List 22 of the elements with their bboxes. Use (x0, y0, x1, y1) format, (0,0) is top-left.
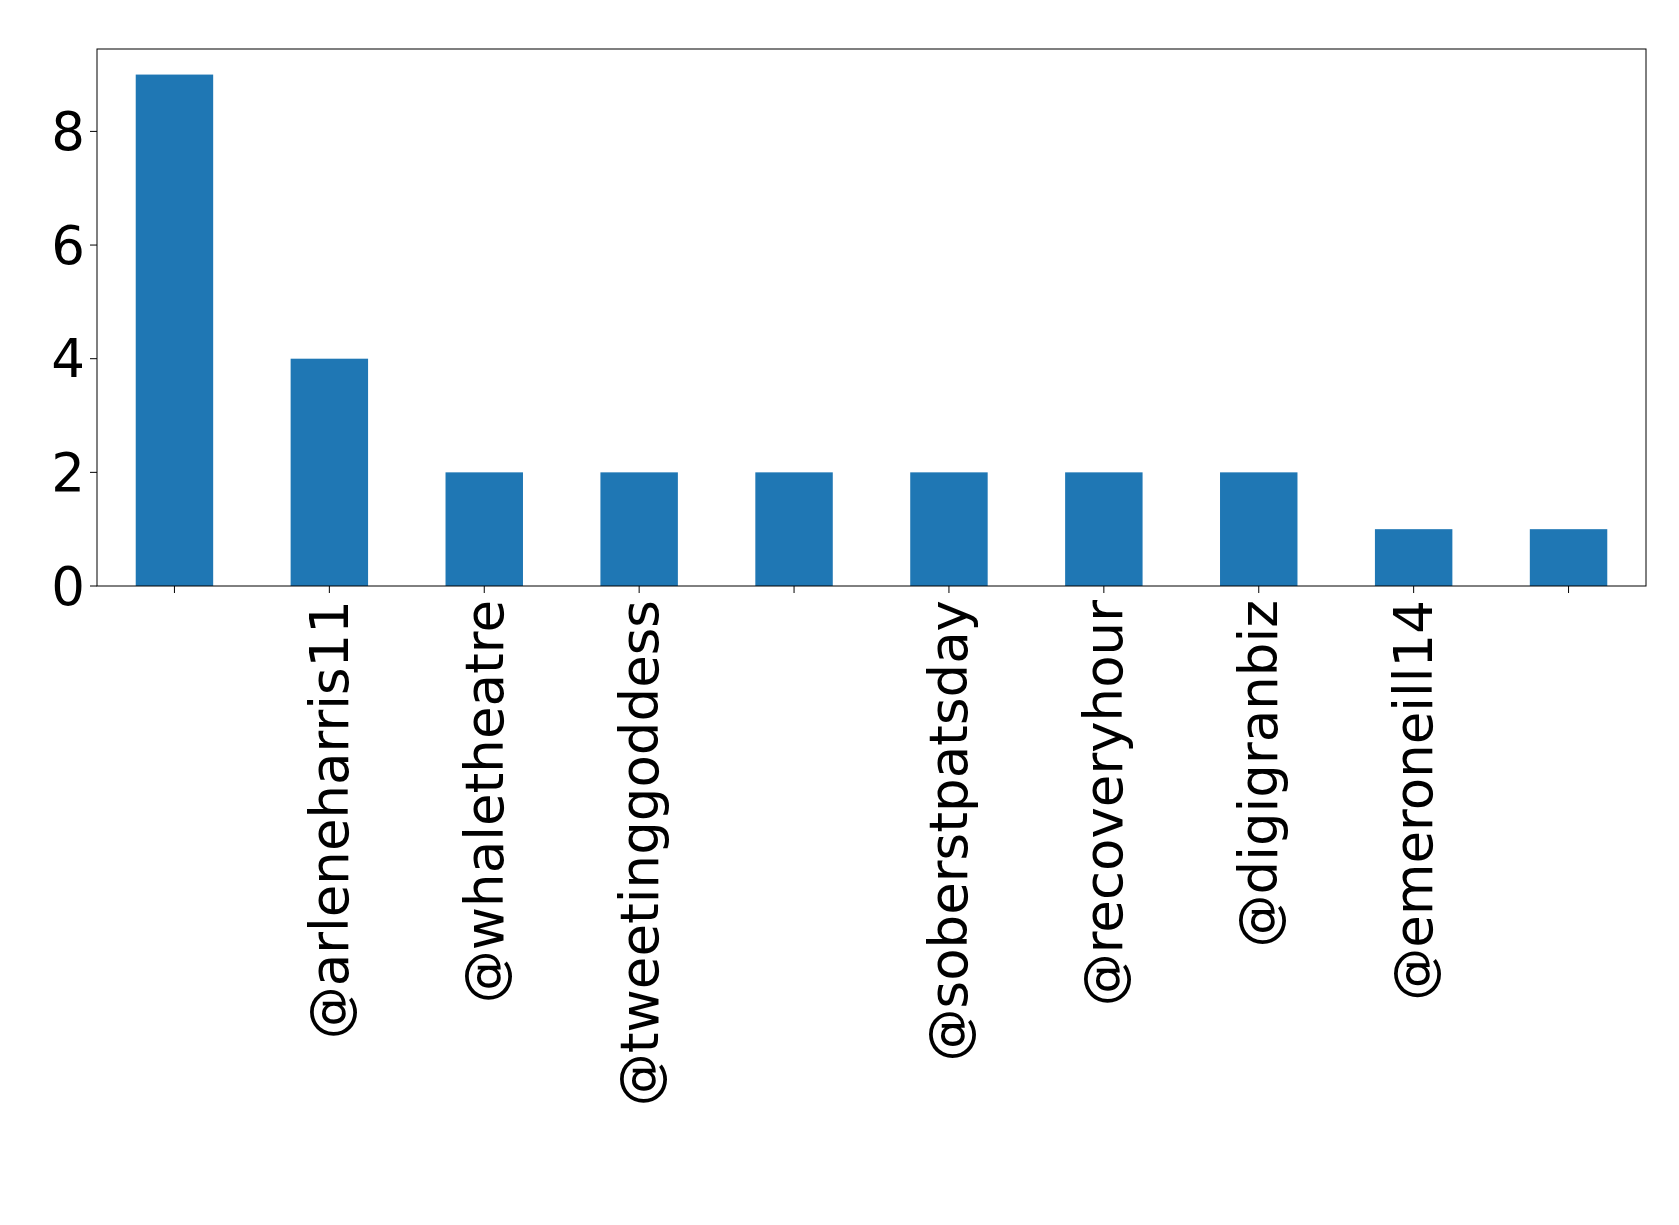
x-tick-label: @recoveryhour (1073, 599, 1135, 1007)
y-tick-label: 2 (51, 441, 85, 503)
y-tick-label: 4 (51, 328, 85, 390)
x-tick-label: @digigranbiz (1228, 600, 1290, 948)
bar (755, 472, 833, 586)
x-tick-label: @arleneharris11 (298, 600, 360, 1040)
bar (1374, 529, 1453, 586)
y-tick-label: 0 (51, 555, 85, 617)
bar (910, 472, 988, 586)
bar (1220, 472, 1298, 586)
x-tick-label: @tweetinggoddess (608, 600, 670, 1107)
bar (1065, 472, 1143, 586)
x-tick-label: @whaletheatre (453, 600, 515, 1004)
y-tick-label: 6 (51, 214, 85, 276)
x-tick-label: @soberstpatsday (918, 600, 980, 1062)
bar (1529, 529, 1608, 586)
x-tick-label: @emeroneill14 (1383, 600, 1445, 1001)
y-tick-label: 8 (51, 100, 85, 162)
bar (135, 74, 214, 586)
bar (600, 472, 678, 586)
bar (445, 472, 523, 586)
bar (290, 358, 369, 586)
